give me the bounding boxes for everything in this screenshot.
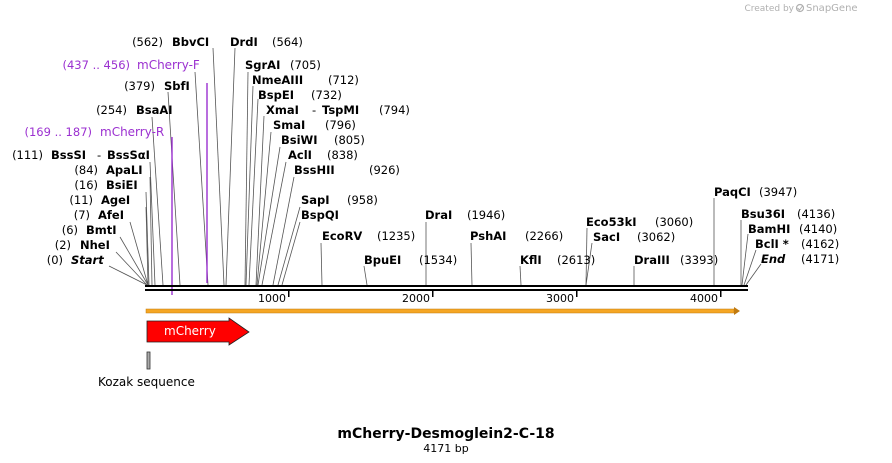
label-nhei[interactable]: NheI (80, 238, 110, 252)
label-bsiei[interactable]: BsiEI (106, 178, 138, 192)
watermark-brand: SnapGene (806, 3, 858, 14)
pos-pshai: (2266) (525, 229, 563, 243)
pos-paqci: (3947) (759, 185, 797, 199)
label-pshai[interactable]: PshAI (470, 229, 506, 243)
orf-arrow-icon (734, 307, 740, 315)
sep-bsssai: - (97, 148, 101, 162)
leader-lines (108, 47, 762, 295)
pos-saci: (3062) (637, 230, 675, 244)
label-bsaai[interactable]: BsaAI (136, 103, 173, 117)
tick-marks (288, 291, 722, 297)
pos-bsaai: (254) (96, 103, 127, 117)
label-bamhi[interactable]: BamHI (748, 222, 790, 236)
label-apali[interactable]: ApaLI (106, 163, 143, 177)
label-sgrai[interactable]: SgrAI (245, 58, 280, 72)
label-mcherry-r[interactable]: mCherry-R (100, 125, 164, 139)
label-bcli[interactable]: BclI * (755, 237, 789, 251)
pos-apali: (84) (74, 163, 98, 177)
label-smai[interactable]: SmaI (273, 118, 305, 132)
pos-ecorv: (1235) (377, 229, 415, 243)
snapgene-logo-icon (795, 3, 805, 13)
orf-bar[interactable] (145, 308, 735, 314)
backbone-bottom (145, 289, 748, 291)
label-kfli[interactable]: KflI (520, 253, 542, 267)
label-xmai[interactable]: XmaI (266, 103, 299, 117)
pos-sbfi: (379) (124, 79, 155, 93)
watermark-text: Created by (744, 4, 794, 14)
pos-drdi: (564) (272, 35, 303, 49)
pos-sapi: (958) (347, 193, 378, 207)
mcherry-feature-arrow[interactable] (146, 317, 250, 346)
tick-label-1000: 1000 (258, 292, 286, 305)
pos-eco53ki: (3060) (655, 215, 693, 229)
pos-drai: (1946) (467, 208, 505, 222)
label-drai[interactable]: DraI (425, 208, 452, 222)
label-mcherry-f[interactable]: mCherry-F (137, 58, 200, 72)
pos-agei: (11) (69, 193, 93, 207)
label-tspmi[interactable]: TspMI (322, 103, 359, 117)
label-bsiwi[interactable]: BsiWI (281, 133, 318, 147)
label-drdi[interactable]: DrdI (230, 35, 258, 49)
label-saci[interactable]: SacI (593, 230, 620, 244)
label-end[interactable]: End (761, 252, 786, 266)
pos-acli: (838) (327, 148, 358, 162)
label-draiii[interactable]: DraIII (634, 253, 670, 267)
label-paqci[interactable]: PaqCI (714, 185, 751, 199)
plasmid-length: 4171 bp (423, 442, 468, 455)
label-bspei[interactable]: BspEI (258, 88, 294, 102)
pos-bspei: (732) (311, 88, 342, 102)
label-bsshii[interactable]: BssHII (294, 163, 335, 177)
pos-bsshii: (926) (369, 163, 400, 177)
pos-end: (4171) (801, 252, 839, 266)
tick-label-3000: 3000 (546, 292, 574, 305)
label-bmti[interactable]: BmtI (86, 223, 117, 237)
kozak-label: Kozak sequence (98, 375, 195, 389)
pos-bsiwi: (805) (334, 133, 365, 147)
pos-bamhi: (4140) (799, 222, 837, 236)
pos-start: (0) (47, 253, 63, 267)
pos-mcherry-r: (169 .. 187) (25, 125, 93, 139)
tick-label-2000: 2000 (402, 292, 430, 305)
label-afei[interactable]: AfeI (98, 208, 124, 222)
kozak-feature[interactable] (146, 351, 151, 370)
label-nmeaiii[interactable]: NmeAIII (252, 73, 303, 87)
pos-bpuei: (1534) (419, 253, 457, 267)
pos-bsiei: (16) (74, 178, 98, 192)
mcherry-feature-label: mCherry (164, 324, 216, 338)
pos-bsssi: (111) (12, 148, 43, 162)
backbone-top (145, 285, 748, 287)
pos-bsu36i: (4136) (797, 207, 835, 221)
pos-smai: (796) (325, 118, 356, 132)
label-sapi[interactable]: SapI (301, 193, 330, 207)
pos-nmeaiii: (712) (328, 73, 359, 87)
label-bbvci[interactable]: BbvCI (172, 35, 209, 49)
label-bsssai[interactable]: BssSαI (107, 148, 150, 162)
label-acli[interactable]: AclI (288, 148, 312, 162)
label-eco53ki[interactable]: Eco53kI (586, 215, 637, 229)
pos-kfli: (2613) (557, 253, 595, 267)
label-ecorv[interactable]: EcoRV (322, 229, 362, 243)
label-bsu36i[interactable]: Bsu36I (741, 207, 785, 221)
pos-nhei: (2) (55, 238, 71, 252)
pos-tspmi: (794) (379, 103, 410, 117)
label-bpuei[interactable]: BpuEI (364, 253, 401, 267)
pos-sgrai: (705) (290, 58, 321, 72)
label-bsssi[interactable]: BssSI (51, 148, 86, 162)
label-agei[interactable]: AgeI (101, 193, 130, 207)
pos-mcherry-f: (437 .. 456) (63, 58, 131, 72)
pos-bmti: (6) (62, 223, 78, 237)
sep-tspmi: - (312, 103, 316, 117)
pos-afei: (7) (74, 208, 90, 222)
label-bspqi[interactable]: BspQI (301, 208, 339, 222)
pos-bcli: (4162) (801, 237, 839, 251)
label-sbfi[interactable]: SbfI (164, 79, 190, 93)
plasmid-name: mCherry-Desmoglein2-C-18 (337, 426, 554, 442)
tick-label-4000: 4000 (690, 292, 718, 305)
pos-draiii: (3393) (680, 253, 718, 267)
label-start[interactable]: Start (71, 253, 104, 267)
pos-bbvci: (562) (132, 35, 163, 49)
